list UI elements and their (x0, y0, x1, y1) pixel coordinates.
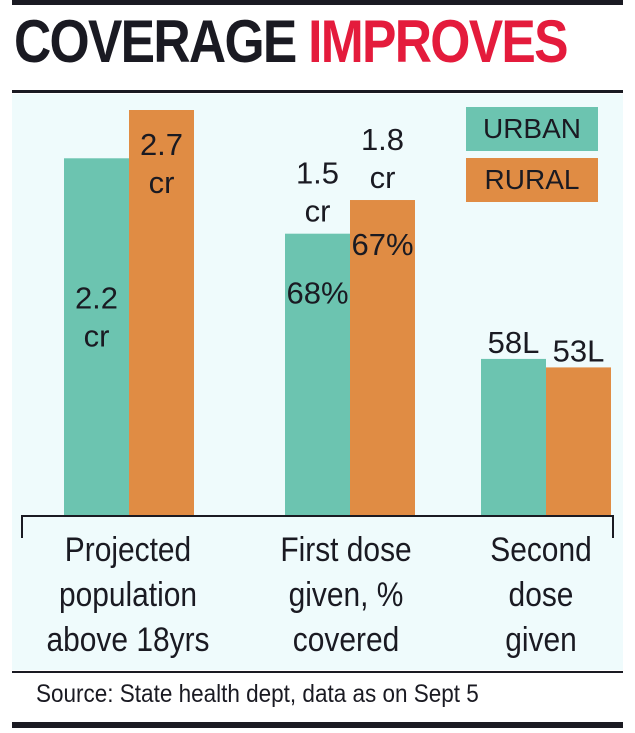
bar-rural-0 (129, 110, 194, 515)
category-line: above 18yrs (46, 621, 210, 659)
value-label: 1.8 (361, 122, 404, 157)
legend-urban: URBAN (466, 107, 598, 151)
value-label: 53L (553, 333, 605, 368)
category-line: given, % (288, 576, 404, 614)
baseline-bracket (21, 515, 614, 538)
value-label: 2.2 (75, 280, 118, 315)
source-note: Source: State health dept, data as on Se… (36, 680, 479, 708)
value-label: 1.5 (296, 156, 339, 191)
category-line: First dose (280, 531, 412, 569)
category-line: population (58, 576, 198, 614)
title-part2: IMPROVES (308, 8, 568, 75)
percent-label: 67% (351, 227, 413, 262)
value-label: 58L (488, 325, 540, 360)
category-label-0: Projected population above 18yrs (40, 528, 216, 663)
category-line: Projected (64, 531, 192, 569)
category-line: Second (490, 531, 592, 569)
bar-rural-1 (350, 200, 415, 515)
top-rule (12, 0, 623, 5)
bar-urban-2 (481, 358, 546, 515)
chart-title: COVERAGE IMPROVES (14, 12, 569, 72)
bottom-rule (12, 722, 623, 728)
source-rule (12, 671, 623, 673)
percent-label: 68% (286, 276, 348, 311)
category-line: dose (508, 576, 574, 614)
value-label: cr (84, 318, 110, 353)
value-label: cr (370, 160, 396, 195)
category-label-1: First dose given, % covered (258, 528, 434, 663)
legend-rural: RURAL (466, 158, 598, 202)
category-label-2: Second dose given (453, 528, 629, 663)
bar-urban-0 (64, 158, 129, 515)
value-label: cr (305, 194, 331, 229)
category-line: covered (292, 621, 400, 659)
value-label: cr (149, 165, 175, 200)
title-part1: COVERAGE (14, 8, 297, 75)
category-line: given (505, 621, 577, 659)
bar-rural-2 (546, 367, 611, 515)
bar-urban-1 (285, 233, 350, 515)
title-rule (12, 90, 623, 93)
value-label: 2.7 (140, 127, 183, 162)
